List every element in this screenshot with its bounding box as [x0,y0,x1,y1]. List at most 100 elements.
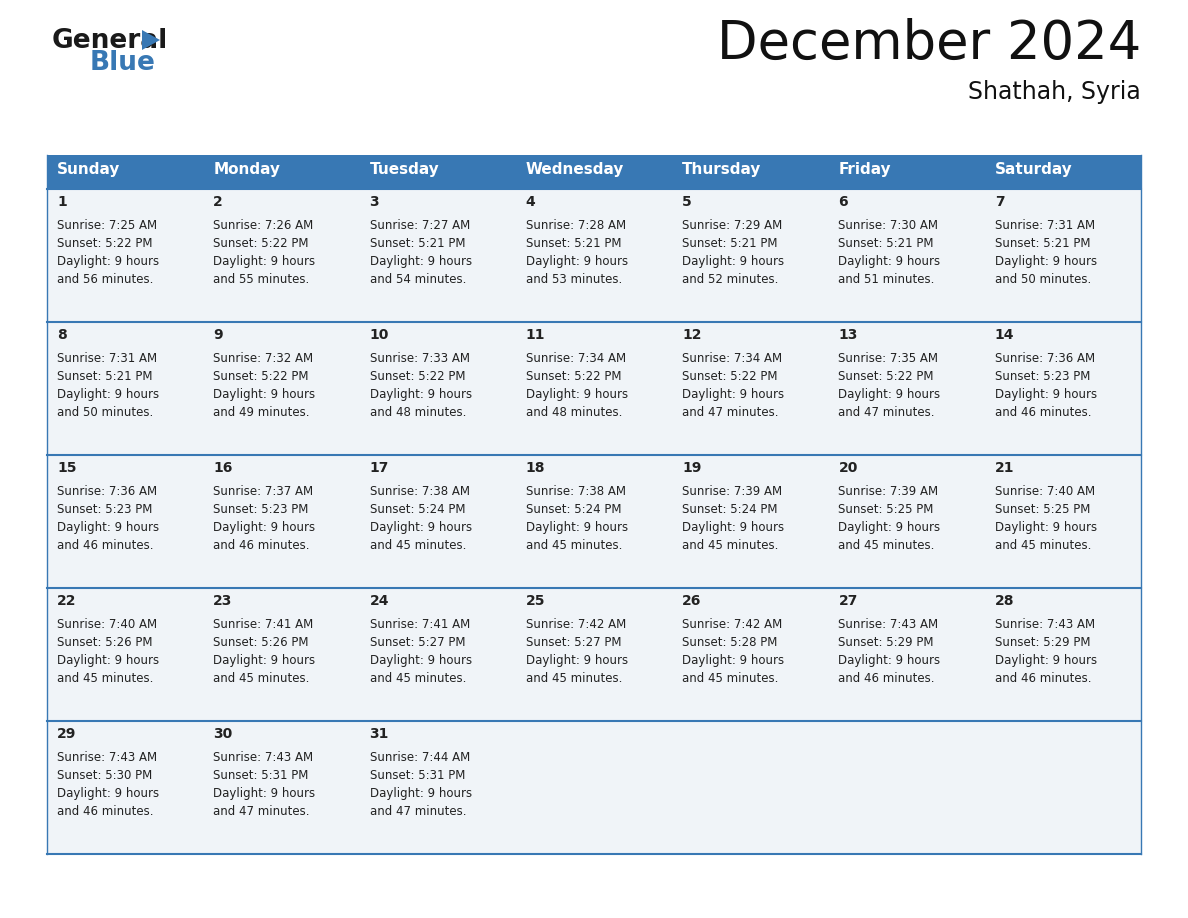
Text: Sunrise: 7:33 AM: Sunrise: 7:33 AM [369,352,469,365]
Text: Sunset: 5:22 PM: Sunset: 5:22 PM [214,370,309,383]
Text: December 2024: December 2024 [716,18,1140,70]
Bar [828,155,985,189]
Text: Sunrise: 7:34 AM: Sunrise: 7:34 AM [682,352,782,365]
Text: Sunset: 5:21 PM: Sunset: 5:21 PM [839,237,934,250]
Text: 17: 17 [369,461,388,475]
Bar [672,721,828,854]
Bar [48,588,203,721]
Bar [672,155,828,189]
Text: Sunrise: 7:39 AM: Sunrise: 7:39 AM [682,485,782,498]
Bar [985,588,1140,721]
Text: and 52 minutes.: and 52 minutes. [682,273,778,286]
Text: Sunset: 5:24 PM: Sunset: 5:24 PM [526,503,621,516]
Bar [516,155,672,189]
Text: Daylight: 9 hours: Daylight: 9 hours [682,255,784,268]
Text: Sunset: 5:23 PM: Sunset: 5:23 PM [994,370,1091,383]
Text: 19: 19 [682,461,702,475]
Text: Daylight: 9 hours: Daylight: 9 hours [214,654,315,667]
Bar [828,322,985,455]
Text: Sunset: 5:23 PM: Sunset: 5:23 PM [214,503,309,516]
Text: Sunrise: 7:38 AM: Sunrise: 7:38 AM [369,485,469,498]
Text: 7: 7 [994,195,1004,209]
Text: and 45 minutes.: and 45 minutes. [369,539,466,552]
Text: Daylight: 9 hours: Daylight: 9 hours [839,654,941,667]
Text: and 53 minutes.: and 53 minutes. [526,273,623,286]
Text: Sunset: 5:25 PM: Sunset: 5:25 PM [994,503,1091,516]
Text: Sunset: 5:21 PM: Sunset: 5:21 PM [526,237,621,250]
Text: Sunrise: 7:40 AM: Sunrise: 7:40 AM [57,618,157,631]
Text: 4: 4 [526,195,536,209]
Text: and 47 minutes.: and 47 minutes. [369,805,466,818]
Text: Sunrise: 7:27 AM: Sunrise: 7:27 AM [369,219,469,232]
Text: Sunset: 5:22 PM: Sunset: 5:22 PM [526,370,621,383]
Text: and 46 minutes.: and 46 minutes. [994,672,1092,685]
Text: Shathah, Syria: Shathah, Syria [968,80,1140,104]
Text: 31: 31 [369,727,388,741]
Text: Sunrise: 7:36 AM: Sunrise: 7:36 AM [994,352,1095,365]
Text: 26: 26 [682,594,702,608]
Bar [360,189,516,322]
Bar [48,455,203,588]
Text: Wednesday: Wednesday [526,162,624,177]
Text: and 51 minutes.: and 51 minutes. [839,273,935,286]
Text: Daylight: 9 hours: Daylight: 9 hours [994,388,1097,401]
Text: 21: 21 [994,461,1015,475]
Text: Sunrise: 7:35 AM: Sunrise: 7:35 AM [839,352,939,365]
Bar [985,189,1140,322]
Text: and 54 minutes.: and 54 minutes. [369,273,466,286]
Text: Sunrise: 7:31 AM: Sunrise: 7:31 AM [57,352,157,365]
Text: Sunrise: 7:25 AM: Sunrise: 7:25 AM [57,219,157,232]
Bar [48,155,203,189]
Text: 20: 20 [839,461,858,475]
Text: Daylight: 9 hours: Daylight: 9 hours [214,521,315,534]
Text: 24: 24 [369,594,390,608]
Text: Daylight: 9 hours: Daylight: 9 hours [526,388,628,401]
Text: Sunset: 5:31 PM: Sunset: 5:31 PM [369,769,465,782]
Text: Sunday: Sunday [57,162,120,177]
Text: Sunset: 5:29 PM: Sunset: 5:29 PM [839,636,934,649]
Bar [672,455,828,588]
Text: Daylight: 9 hours: Daylight: 9 hours [57,521,159,534]
Text: and 56 minutes.: and 56 minutes. [57,273,153,286]
Text: and 45 minutes.: and 45 minutes. [682,539,778,552]
Text: Sunset: 5:25 PM: Sunset: 5:25 PM [839,503,934,516]
Text: Sunset: 5:23 PM: Sunset: 5:23 PM [57,503,152,516]
Text: 16: 16 [214,461,233,475]
Text: 8: 8 [57,328,67,342]
Text: Daylight: 9 hours: Daylight: 9 hours [369,654,472,667]
Bar [516,189,672,322]
Text: Sunrise: 7:30 AM: Sunrise: 7:30 AM [839,219,939,232]
Bar [203,588,360,721]
Text: Daylight: 9 hours: Daylight: 9 hours [682,521,784,534]
Text: Sunset: 5:27 PM: Sunset: 5:27 PM [526,636,621,649]
Text: Daylight: 9 hours: Daylight: 9 hours [369,521,472,534]
Text: Sunset: 5:31 PM: Sunset: 5:31 PM [214,769,309,782]
Bar [985,155,1140,189]
Text: 5: 5 [682,195,691,209]
Text: Thursday: Thursday [682,162,762,177]
Text: Sunrise: 7:34 AM: Sunrise: 7:34 AM [526,352,626,365]
Text: Sunset: 5:22 PM: Sunset: 5:22 PM [214,237,309,250]
Text: 6: 6 [839,195,848,209]
Bar [203,189,360,322]
Text: 11: 11 [526,328,545,342]
Text: Sunrise: 7:40 AM: Sunrise: 7:40 AM [994,485,1095,498]
Text: 15: 15 [57,461,76,475]
Text: 10: 10 [369,328,388,342]
Bar [360,588,516,721]
Text: 1: 1 [57,195,67,209]
Text: Friday: Friday [839,162,891,177]
Bar [672,322,828,455]
Text: Sunset: 5:30 PM: Sunset: 5:30 PM [57,769,152,782]
Text: and 48 minutes.: and 48 minutes. [526,406,623,419]
Text: Tuesday: Tuesday [369,162,440,177]
Text: Daylight: 9 hours: Daylight: 9 hours [839,521,941,534]
Text: Sunrise: 7:43 AM: Sunrise: 7:43 AM [214,751,314,764]
Text: Sunset: 5:22 PM: Sunset: 5:22 PM [57,237,152,250]
Text: and 46 minutes.: and 46 minutes. [839,672,935,685]
Text: Sunrise: 7:32 AM: Sunrise: 7:32 AM [214,352,314,365]
Text: 18: 18 [526,461,545,475]
Text: and 45 minutes.: and 45 minutes. [57,672,153,685]
Bar [828,588,985,721]
Bar [985,721,1140,854]
